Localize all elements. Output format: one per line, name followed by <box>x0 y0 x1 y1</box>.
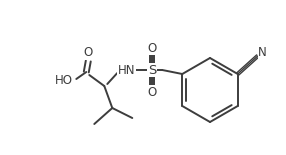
Text: N: N <box>258 46 267 60</box>
Text: O: O <box>148 86 157 98</box>
Text: HN: HN <box>118 64 135 77</box>
Text: S: S <box>148 64 156 77</box>
Text: O: O <box>148 42 157 55</box>
Text: O: O <box>84 46 93 60</box>
Text: HO: HO <box>55 73 73 86</box>
